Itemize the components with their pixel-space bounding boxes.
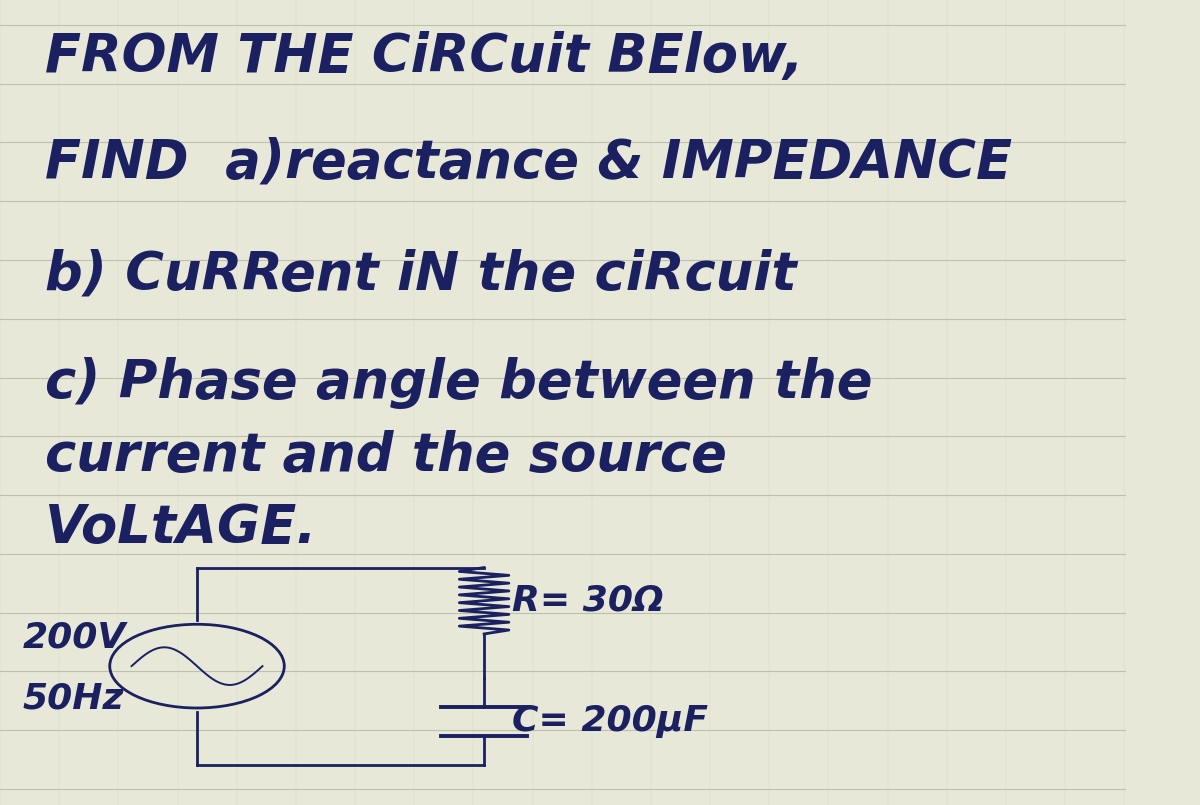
Text: C= 200μF: C= 200μF: [512, 704, 708, 738]
Text: 50Hz: 50Hz: [23, 681, 124, 716]
Text: c) Phase angle between the: c) Phase angle between the: [46, 357, 872, 410]
Text: 200V: 200V: [23, 621, 126, 655]
Text: R= 30Ω: R= 30Ω: [512, 584, 664, 617]
Text: FROM THE CiRCuit BElow,: FROM THE CiRCuit BElow,: [46, 31, 804, 84]
Text: current and the source: current and the source: [46, 430, 727, 482]
Text: VoLtAGE.: VoLtAGE.: [46, 502, 317, 555]
Text: FIND  a)reactance & IMPEDANCE: FIND a)reactance & IMPEDANCE: [46, 136, 1012, 188]
Text: b) CuRRent iN the ciRcuit: b) CuRRent iN the ciRcuit: [46, 249, 797, 301]
